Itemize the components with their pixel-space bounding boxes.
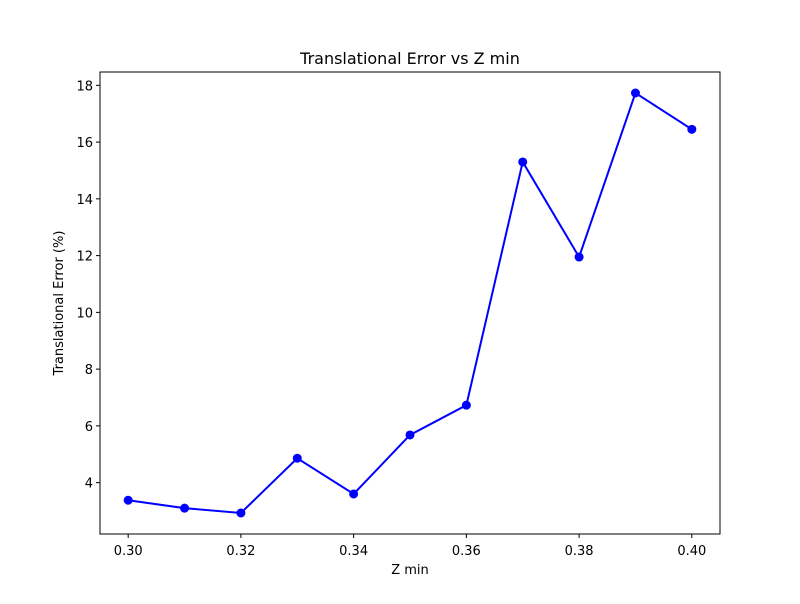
- chart-title: Translational Error vs Z min: [299, 49, 520, 68]
- series-line: [128, 91, 693, 515]
- plot-area-frame: [99, 71, 721, 535]
- data-point: [518, 157, 528, 167]
- y-tick-label: 6: [85, 420, 93, 435]
- data-point: [123, 495, 133, 505]
- y-tick-label: 16: [76, 136, 93, 151]
- data-point: [630, 88, 640, 98]
- data-point: [405, 430, 415, 440]
- y-axis-label: Translational Error (%): [52, 231, 67, 377]
- data-point: [574, 252, 584, 262]
- y-tick-label: 12: [76, 250, 93, 265]
- x-tick-label: 0.36: [452, 544, 481, 559]
- data-point: [236, 508, 246, 518]
- y-tick-label: 10: [76, 306, 93, 321]
- data-point: [349, 489, 359, 499]
- y-tick-label: 18: [76, 79, 93, 94]
- x-tick-label: 0.40: [677, 544, 706, 559]
- y-tick-label: 4: [85, 477, 93, 492]
- x-tick-label: 0.32: [226, 544, 255, 559]
- y-tick-label: 14: [76, 193, 93, 208]
- series-group: [123, 88, 697, 518]
- data-point: [687, 124, 697, 134]
- x-tick-label: 0.30: [114, 544, 143, 559]
- data-point: [180, 503, 190, 513]
- data-point: [292, 453, 302, 463]
- x-axis-label: Z min: [391, 563, 429, 578]
- axis-ticks: 0.30 0.32 0.34 0.36 0.38 0.40 4 6 8 10 12 14 16 18: [76, 79, 706, 559]
- x-tick-label: 0.34: [339, 544, 368, 559]
- x-tick-label: 0.38: [565, 544, 594, 559]
- data-point: [461, 400, 471, 410]
- y-tick-label: 8: [85, 363, 93, 378]
